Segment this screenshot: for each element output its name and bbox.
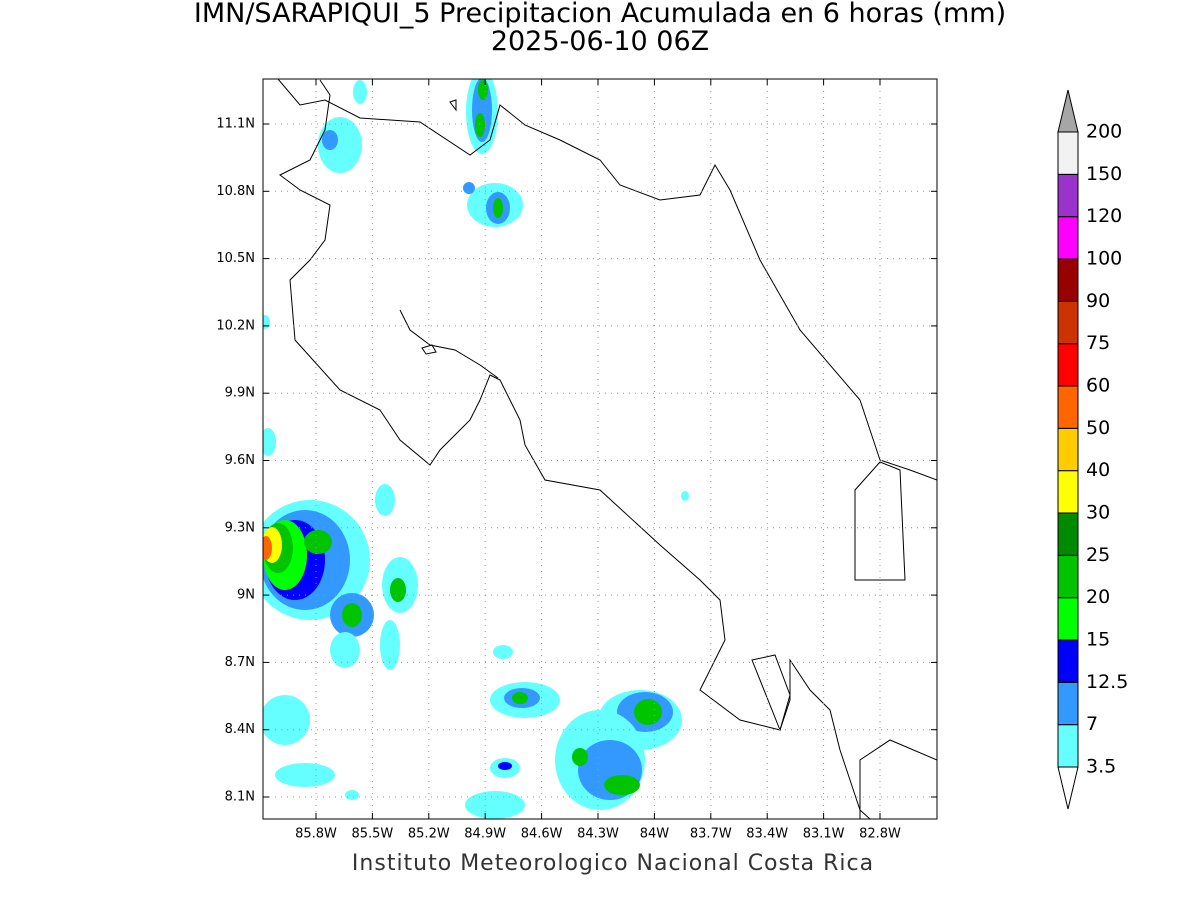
lon-label: 84.3W [577, 827, 619, 842]
colorbar: 3.5 7 12.5 15 20 25 30 40 50 60 75 90 100 120 150 200 [1057, 89, 1128, 810]
lon-label: 83.4W [746, 827, 788, 842]
colorbar-label: 90 [1086, 290, 1110, 312]
colorbar-label: 30 [1086, 502, 1110, 524]
colorbar-label: 150 [1086, 163, 1122, 185]
colorbar-segment [1057, 385, 1079, 429]
lat-label: 9.9N [225, 386, 255, 401]
colorbar-label: 7 [1086, 713, 1098, 735]
lon-label: 83.7W [690, 827, 732, 842]
coastline [277, 79, 937, 819]
lat-label: 8.4N [225, 722, 255, 737]
colorbar-label: 3.5 [1086, 756, 1116, 778]
lon-label: 85.8W [295, 827, 337, 842]
colorbar-segment [1057, 597, 1079, 641]
colorbar-label: 60 [1086, 375, 1110, 397]
title: IMN/SARAPIQUI_5 Precipitacion Acumulada … [194, 0, 1006, 29]
axis-ticks: 11.1N 10.8N 10.5N 10.2N 9.9N 9.6N 9.3N 9N 8.7N 8.… [216, 79, 937, 842]
colorbar-segment [1057, 427, 1079, 472]
precip-field [263, 79, 689, 819]
subtitle: 2025-06-10 06Z [491, 26, 709, 57]
colorbar-segment [1057, 300, 1079, 345]
colorbar-label: 75 [1086, 332, 1110, 354]
lon-label: 84W [640, 827, 670, 842]
colorbar-segment [1057, 512, 1079, 556]
colorbar-segment [1057, 724, 1079, 768]
colorbar-label: 12.5 [1086, 671, 1128, 693]
colorbar-label: 40 [1086, 459, 1110, 481]
lat-label: 9N [237, 588, 255, 603]
colorbar-above [1057, 89, 1079, 133]
colorbar-segment [1057, 173, 1079, 218]
lat-label: 8.7N [225, 655, 255, 670]
colorbar-label: 20 [1086, 586, 1110, 608]
colorbar-label: 25 [1086, 544, 1110, 566]
lat-label: 10.2N [216, 318, 255, 333]
lon-label: 84.9W [464, 827, 506, 842]
colorbar-segment [1057, 681, 1079, 726]
colorbar-label: 100 [1086, 248, 1122, 270]
colorbar-segment [1057, 131, 1079, 175]
colorbar-label: 120 [1086, 205, 1122, 227]
lat-label: 9.6N [225, 453, 255, 468]
lat-label: 11.1N [216, 117, 255, 132]
lat-label: 10.8N [216, 184, 255, 199]
frame-border [262, 78, 938, 820]
colorbar-segment [1057, 258, 1079, 302]
colorbar-label: 50 [1086, 417, 1110, 439]
colorbar-label: 200 [1086, 121, 1122, 143]
colorbar-segment [1057, 639, 1079, 683]
footer: Instituto Meteorologico Nacional Costa R… [352, 851, 874, 876]
colorbar-segment [1057, 343, 1079, 387]
colorbar-segment [1057, 470, 1079, 514]
lat-label: 9.3N [225, 520, 255, 535]
lat-label: 8.1N [225, 790, 255, 805]
lon-label: 83.1W [803, 827, 845, 842]
lon-label: 84.6W [521, 827, 563, 842]
colorbar-label: 15 [1086, 629, 1110, 651]
colorbar-segment [1057, 216, 1079, 260]
map-frame [262, 78, 938, 820]
lon-label: 85.5W [351, 827, 393, 842]
colorbar-below [1057, 766, 1079, 810]
lat-label: 10.5N [216, 251, 255, 266]
lon-label: 85.2W [408, 827, 450, 842]
colorbar-segment [1057, 554, 1079, 599]
lon-label: 82.8W [859, 827, 901, 842]
